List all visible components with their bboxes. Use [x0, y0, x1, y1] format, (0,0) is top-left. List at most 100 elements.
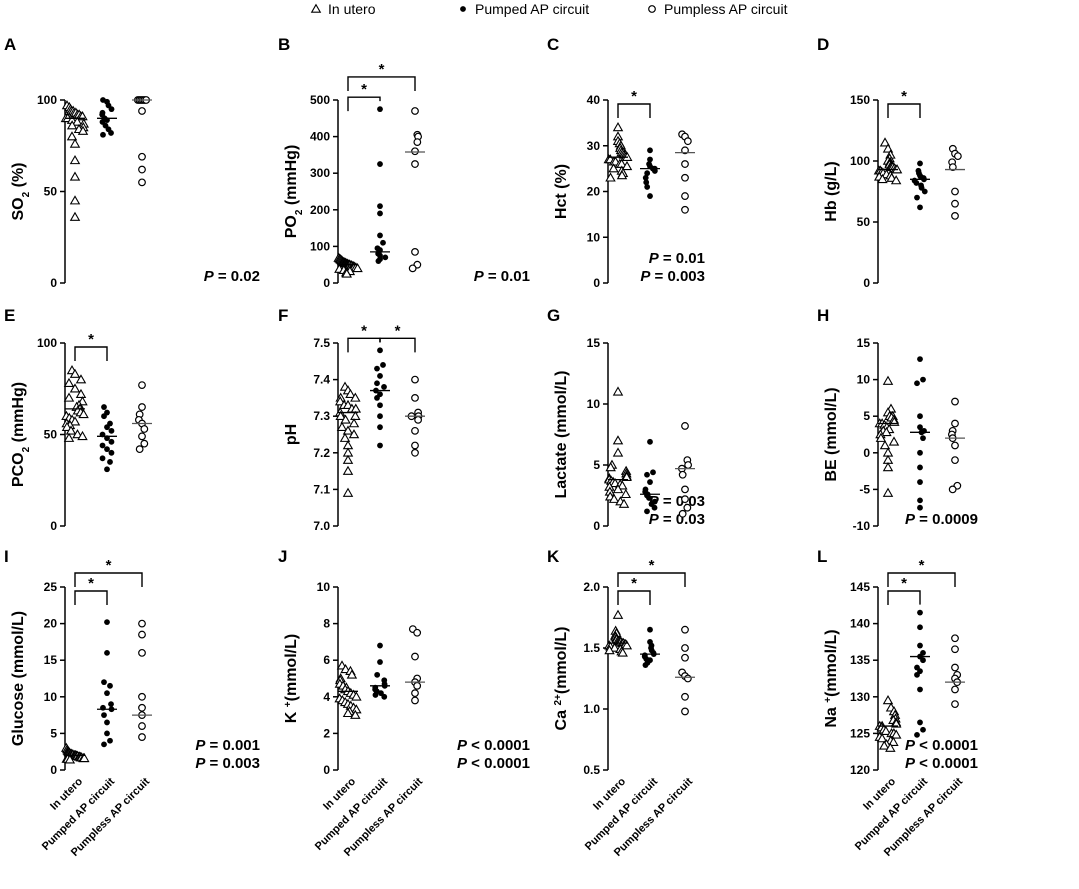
panel-F-pvalue-0-rest: = 0.03 — [659, 493, 705, 510]
panel-L-ytick-label-5: 145 — [850, 580, 870, 594]
panel-I-point-s2-1 — [138, 630, 146, 639]
panel-I-point-s1-8 — [101, 712, 107, 718]
panel-G-point-s0-4 — [605, 462, 616, 472]
panel-C-bracket-0 — [617, 103, 651, 118]
panel-K-point-s0-22 — [617, 647, 628, 657]
panel-J-ylabel-part-1: + — [283, 701, 294, 707]
panel-I-point-s2-7 — [138, 733, 146, 741]
panel-E-point-s2-0 — [138, 381, 146, 389]
panel-F-point-s0-11 — [350, 410, 361, 420]
panel-H-point-s1-9 — [917, 464, 923, 471]
panel-C-point-s2-4 — [681, 160, 689, 168]
panel-D-ytick-label-0: 0 — [863, 276, 870, 290]
panel-B-letter: B — [278, 35, 290, 54]
panel-B-pvalue-0-rest: = 0.01 — [659, 250, 705, 267]
panel-C-ytick-label-2: 20 — [587, 185, 601, 199]
panel-J-point-s1-1 — [377, 659, 383, 665]
panel-L-point-s1-5 — [920, 657, 926, 664]
panel-E-point-s1-14 — [104, 466, 110, 473]
panel-E-point-s1-10 — [104, 446, 110, 453]
panel-I-bracket-star-0: * — [88, 575, 94, 592]
panel-F-point-s2-1 — [411, 394, 419, 402]
panel-H-point-s1-7 — [920, 435, 926, 442]
panel-J-point-s0-3 — [346, 669, 358, 679]
panel-K-point-s2-2 — [681, 653, 689, 662]
panel-I-bracket-1 — [74, 572, 143, 587]
panel-H-point-s2-0 — [951, 397, 959, 406]
panel-L-pvalue-1: P < 0.0001 — [457, 755, 530, 772]
panel-C-ytick-label-1: 10 — [587, 230, 601, 244]
panel-G-point-s2-8 — [678, 509, 687, 518]
panel-J-point-s0-23 — [350, 709, 361, 719]
panel-F-point-s2-5 — [414, 415, 423, 424]
panel-K-ytick-label-0: 0.5 — [583, 763, 600, 777]
panel-D-point-s0-22 — [877, 173, 888, 184]
panel-C-point-s0-19 — [621, 160, 633, 171]
panel-I-pvalue-0-p: P — [905, 737, 916, 754]
panel-K-pvalue-1-rest: = 0.003 — [205, 755, 260, 772]
panel-B-point-s1-4 — [377, 232, 383, 239]
panel-I-point-s2-6 — [138, 722, 146, 730]
panel-E-point-s0-17 — [69, 416, 81, 426]
panel-E-ytick-label-2: 100 — [37, 336, 57, 350]
panel-C-point-s2-5 — [681, 173, 689, 182]
panel-H-point-s0-22 — [882, 487, 894, 497]
panel-B-ytick-label-2: 200 — [310, 203, 330, 217]
panel-H-point-s0-16 — [875, 432, 887, 442]
panel-G-point-s0-8 — [621, 471, 632, 481]
panel-B-point-s2-4 — [411, 147, 419, 156]
panel-E-pvalue-0: P = 0.0009 — [905, 511, 978, 528]
panel-F-point-s1-11 — [377, 424, 383, 431]
panel-D-bracket-0 — [887, 103, 921, 118]
panel-C-ytick-label-3: 30 — [587, 139, 601, 153]
panel-E-ylabel-part-2: (mmHg) — [10, 382, 27, 447]
panel-L-bracket-star-0: * — [901, 575, 907, 592]
panel-A-point-s2-6 — [138, 107, 146, 115]
panel-H-ytick-label-4: 10 — [857, 373, 871, 387]
panel-A-point-s2-7 — [138, 152, 146, 161]
panel-I-pvalue-1-rest: < 0.0001 — [915, 755, 978, 772]
panel-L-bracket-0 — [887, 590, 921, 605]
panel-F-point-s1-4 — [374, 380, 380, 387]
panel-E-ytick-label-1: 50 — [44, 428, 58, 442]
panel-J-ytick-label-0: 0 — [323, 763, 330, 777]
panel-I-ytick-label-1: 5 — [50, 726, 57, 740]
panel-C-pvalue-0-p: P — [204, 268, 215, 285]
panel-B-ylabel-part-1: 2 — [294, 209, 305, 215]
panel-F-point-s2-8 — [411, 448, 419, 457]
panel-B-bracket-0 — [347, 96, 381, 112]
panel-K-pvalue-0-rest: = 0.001 — [205, 737, 260, 754]
panel-H: H -10 -5 0 5 10 15 BE (mmol/L) — [817, 306, 965, 533]
panel-I-point-s1-0 — [104, 619, 110, 626]
panel-L-point-s0-7 — [890, 718, 902, 728]
panel-D-point-s0-23 — [890, 175, 902, 185]
panel-K-point-s0-15 — [621, 640, 633, 650]
panel-C-ytick-label-4: 40 — [587, 93, 601, 107]
panel-E-point-s2-8 — [135, 445, 144, 454]
panel-G-point-s0-0 — [612, 386, 624, 396]
panel-F-point-s1-2 — [374, 365, 380, 372]
panel-D-ytick-label-1: 50 — [857, 215, 871, 229]
panel-C-point-s1-11 — [647, 193, 653, 199]
panel-F-point-s0-13 — [340, 414, 351, 424]
panel-D-point-s1-12 — [914, 194, 920, 201]
panel-A-point-s1-3 — [108, 106, 115, 113]
panel-J-ylabel-part-0: K — [283, 707, 300, 723]
panel-F-point-s2-0 — [411, 375, 419, 384]
panel-H-point-s1-1 — [920, 376, 926, 383]
panel-A-point-s1-12 — [100, 131, 106, 138]
panel-A-point-s0-19 — [77, 125, 89, 135]
panel-L-point-s1-12 — [914, 731, 920, 738]
panel-D-ylabel: Hb (g/L) — [823, 161, 840, 221]
panel-I-pvalue-1-p: P — [905, 755, 916, 772]
panel-G-ylabel: Lactate (mmol/L) — [553, 370, 570, 498]
panel-C-ylabel: Hct (%) — [553, 164, 570, 219]
panel-E-point-s1-4 — [104, 424, 110, 431]
panel-C-point-s2-7 — [681, 205, 689, 214]
panel-H-ytick-label-1: -5 — [859, 482, 870, 496]
panel-I-ytick-label-4: 20 — [44, 617, 58, 631]
panel-H-point-s1-3 — [917, 413, 923, 420]
